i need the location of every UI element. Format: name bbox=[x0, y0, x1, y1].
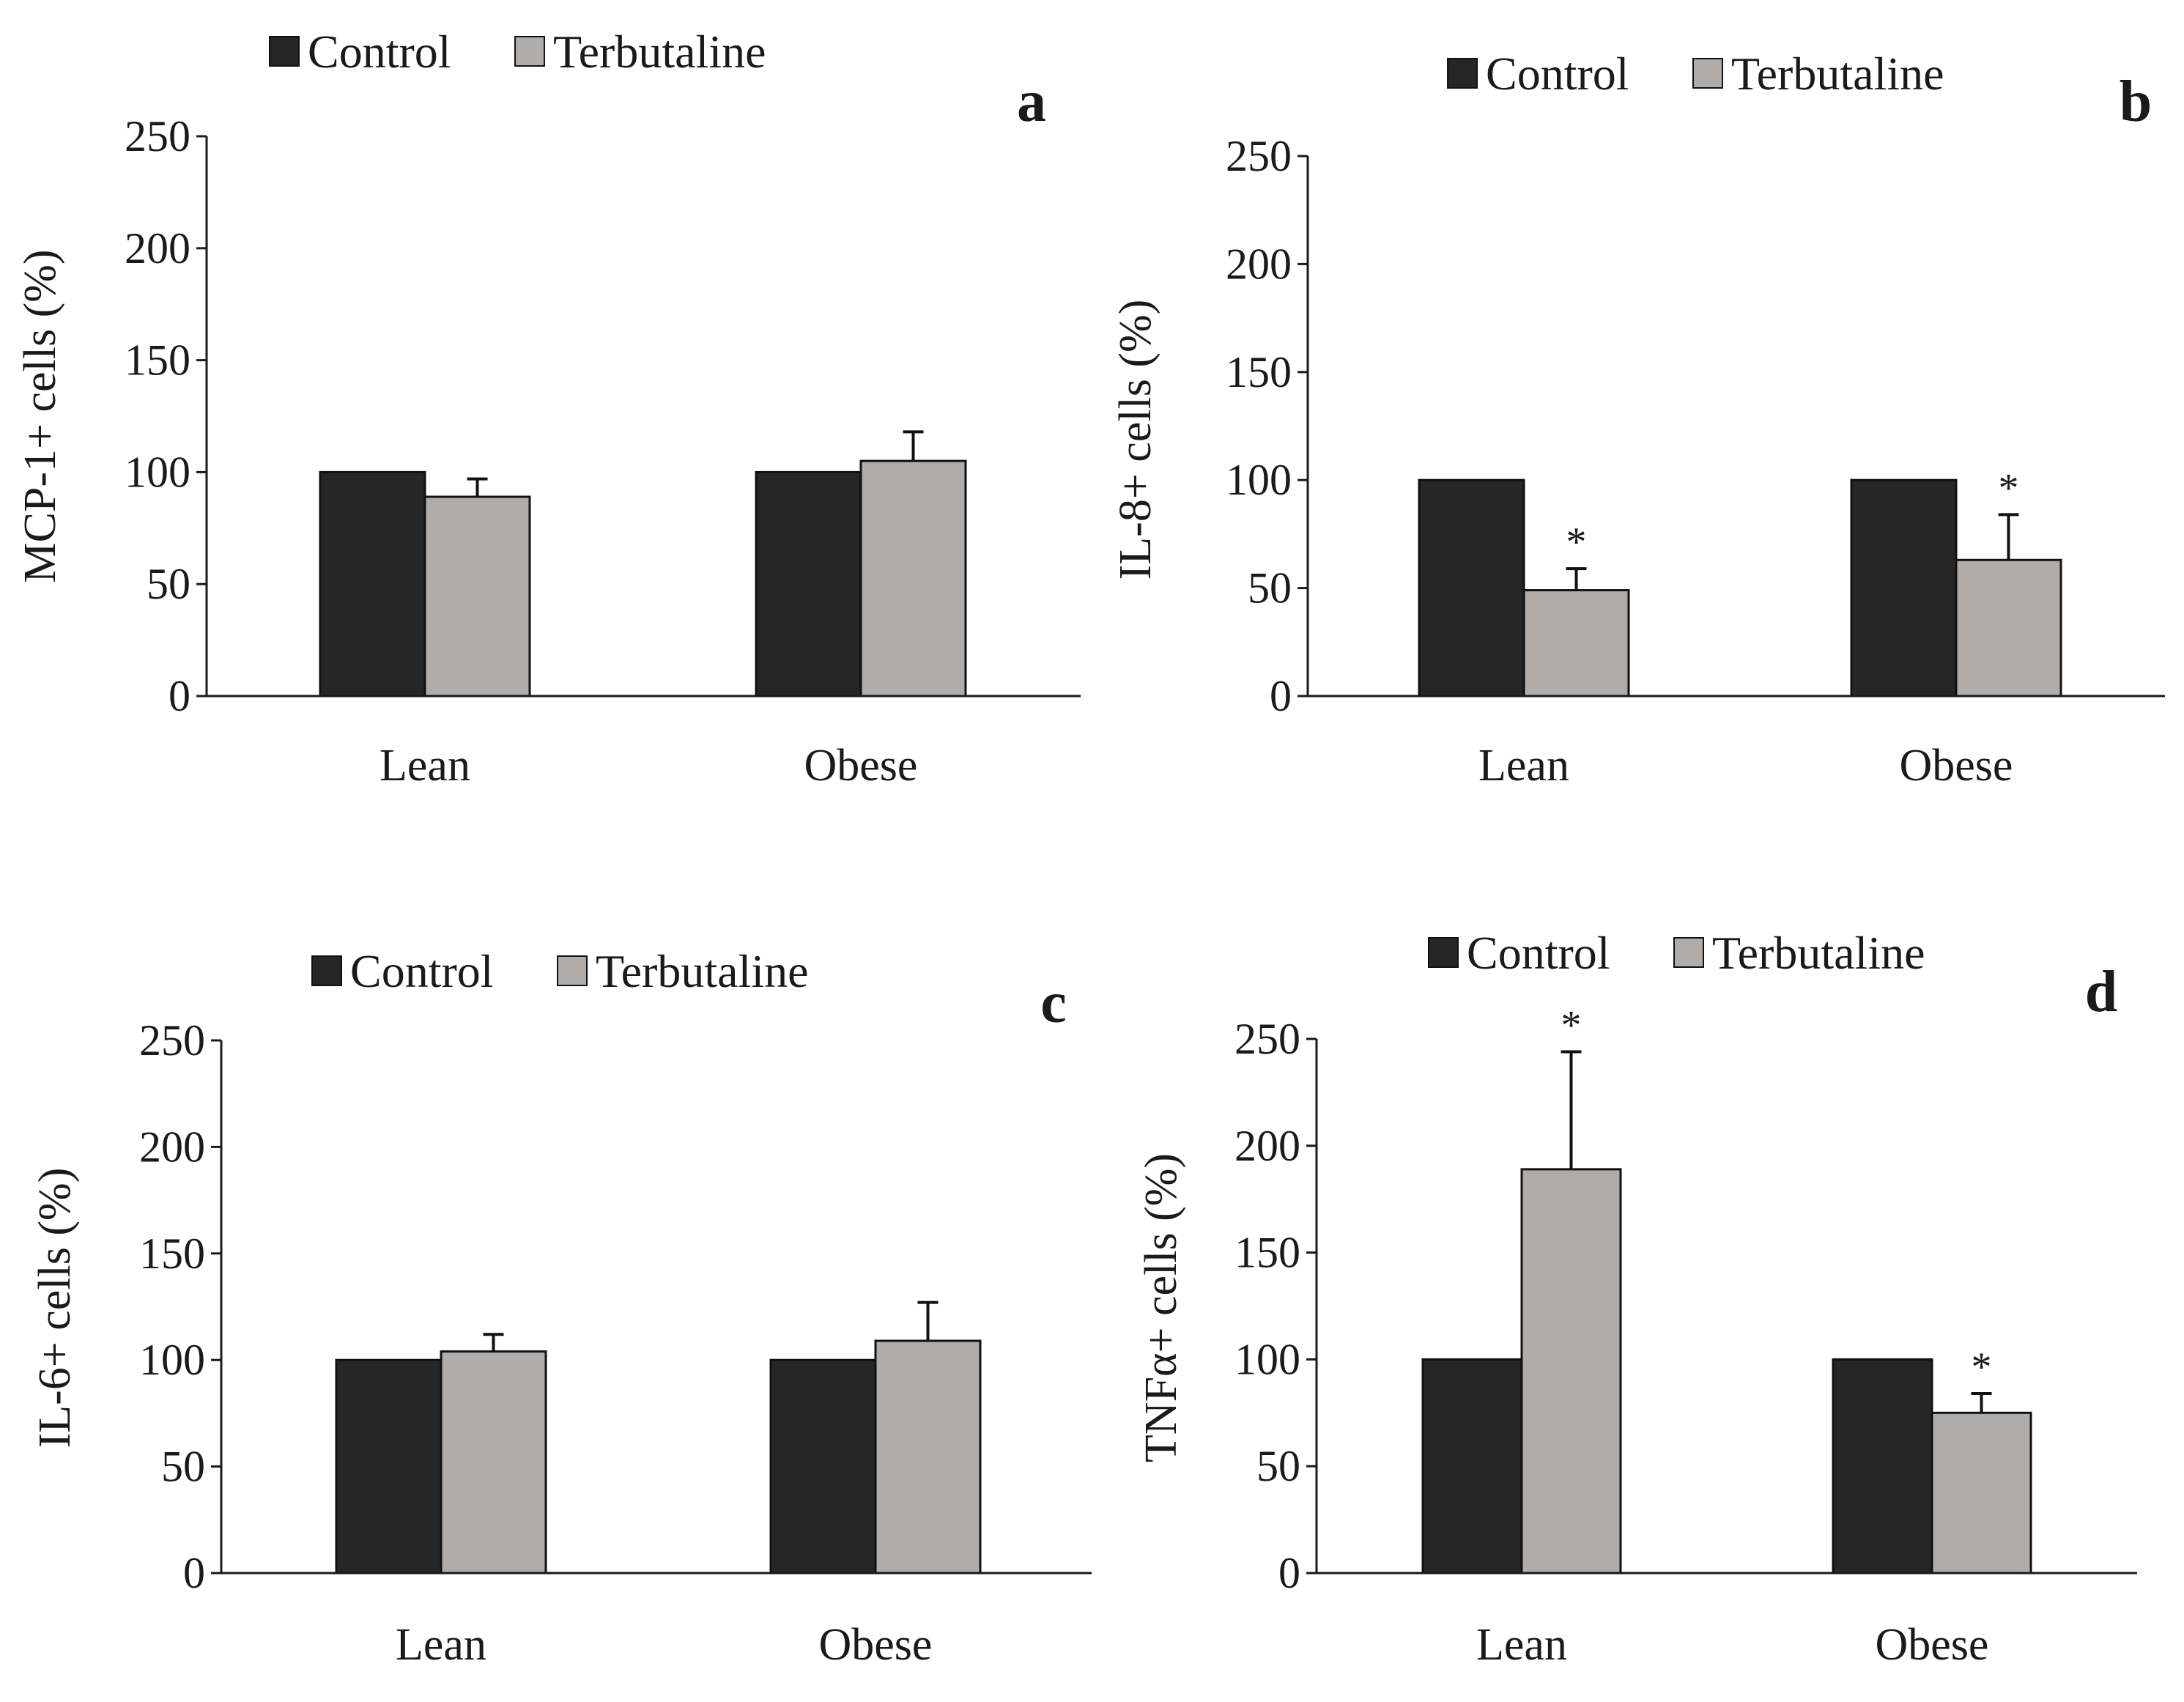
panel-a-ytick-label: 50 bbox=[147, 560, 190, 608]
panel-b-bar-obese-terbutaline bbox=[1955, 558, 2062, 698]
panel-c-bar-lean-control bbox=[335, 1358, 443, 1575]
panel-c-ytick-label: 0 bbox=[183, 1549, 205, 1597]
panel-b-significance-lean: * bbox=[1566, 519, 1587, 565]
panel-b-bar-obese-control bbox=[1850, 478, 1958, 698]
panel-a-bar-obese-control bbox=[755, 470, 862, 698]
panel-a-legend-swatch-control bbox=[269, 36, 300, 67]
panel-b-ytick-label: 250 bbox=[1226, 132, 1292, 180]
panel-b-bar-lean-control bbox=[1418, 478, 1525, 698]
panel-d-bar-obese-control bbox=[1832, 1358, 1933, 1575]
panel-a-category-label: Lean bbox=[380, 741, 470, 791]
panel-b-bar-lean-terbutaline bbox=[1522, 589, 1630, 698]
panel-c-ytick-label: 50 bbox=[161, 1443, 205, 1491]
panel-b-category-label: Lean bbox=[1478, 741, 1569, 791]
panel-b-letter: b bbox=[2120, 70, 2152, 134]
panel-d-ytick-label: 200 bbox=[1234, 1122, 1300, 1170]
panel-a-bar-lean-terbutaline bbox=[423, 495, 531, 698]
panel-d-legend-label-control: Control bbox=[1467, 927, 1610, 979]
panel-a-ytick-label: 0 bbox=[169, 672, 190, 720]
panel-a-legend-label-control: Control bbox=[308, 26, 451, 78]
panel-a-bar-lean-control bbox=[319, 470, 426, 698]
panel-c-legend-swatch-control bbox=[311, 955, 342, 986]
panel-c-category-label: Lean bbox=[396, 1620, 486, 1670]
panel-a-ytick-label: 150 bbox=[125, 336, 190, 385]
panel-d-ytick-label: 100 bbox=[1234, 1335, 1300, 1383]
panel-b: * Lean * Obese 0 50 100 150 200 250 IL-8+ cells (%… bbox=[1111, 48, 2165, 791]
panel-c-bar-obese-terbutaline bbox=[874, 1339, 982, 1575]
panel-d-legend: Control Terbutaline bbox=[1428, 927, 1925, 979]
panel-a-legend-swatch-terbutaline bbox=[514, 36, 545, 67]
panel-b-legend-swatch-control bbox=[1447, 58, 1478, 89]
panel-b-significance-obese: * bbox=[1999, 465, 2019, 511]
panel-a-ytick-label: 200 bbox=[125, 224, 190, 273]
panel-b-ytick-label: 50 bbox=[1248, 564, 1292, 613]
panel-c-bar-lean-terbutaline bbox=[440, 1350, 547, 1575]
panel-d-legend-swatch-terbutaline bbox=[1673, 937, 1704, 968]
panel-d-letter: d bbox=[2085, 960, 2118, 1024]
panel-d-y-axis-label: TNFα+ cells (%) bbox=[1136, 1153, 1186, 1462]
panel-c-ytick-label: 200 bbox=[139, 1122, 205, 1171]
panel-d-ytick-label: 250 bbox=[1234, 1015, 1300, 1063]
panel-c-legend-label-terbutaline: Terbutaline bbox=[596, 945, 809, 997]
panel-a-bar-obese-terbutaline bbox=[859, 459, 967, 698]
panel-b-ytick-label: 100 bbox=[1226, 456, 1292, 504]
panel-a-legend: Control Terbutaline bbox=[269, 26, 766, 78]
panel-c-letter: c bbox=[1040, 971, 1067, 1035]
panel-d-ytick-label: 50 bbox=[1256, 1442, 1300, 1490]
panel-c-legend-swatch-terbutaline bbox=[557, 955, 588, 986]
panel-b-ytick-label: 0 bbox=[1270, 672, 1292, 720]
panel-c-legend-label-control: Control bbox=[350, 945, 494, 997]
panel-c-y-axis-label: IL-6+ cells (%) bbox=[30, 1168, 80, 1448]
panel-c-bar-obese-control bbox=[769, 1358, 877, 1575]
panel-d-bar-lean-terbutaline bbox=[1520, 1168, 1622, 1575]
panel-b-legend-swatch-terbutaline bbox=[1692, 58, 1723, 89]
panel-d-legend-swatch-control bbox=[1428, 937, 1459, 968]
panel-d-bar-lean-control bbox=[1421, 1358, 1523, 1575]
panel-d-significance-obese: * bbox=[1972, 1344, 1992, 1390]
panel-a-category-label: Obese bbox=[804, 741, 918, 791]
panel-c-ytick-label: 100 bbox=[139, 1336, 205, 1384]
panel-a-ytick-label: 100 bbox=[125, 448, 190, 496]
panel-c-ytick-label: 150 bbox=[139, 1229, 205, 1278]
panel-d-category-label: Lean bbox=[1476, 1620, 1567, 1670]
panel-d-bar-obese-terbutaline bbox=[1931, 1411, 2032, 1575]
panel-b-category-label: Obese bbox=[1900, 741, 2013, 791]
panel-d-category-label: Obese bbox=[1876, 1620, 1989, 1670]
panel-a-ytick-label: 250 bbox=[125, 112, 190, 160]
panel-a: Lean Obese 0 50 100 150 200 250 MCP-1+ cells (%)… bbox=[15, 26, 1081, 791]
panel-d-ytick-label: 150 bbox=[1234, 1229, 1300, 1277]
panel-c-ytick-label: 250 bbox=[139, 1016, 205, 1065]
panel-a-legend-label-terbutaline: Terbutaline bbox=[553, 26, 766, 78]
panel-c-category-label: Obese bbox=[819, 1620, 933, 1670]
panel-d: * Lean * Obese 0 50 100 150 200 250 TNFα+ cells (%… bbox=[1136, 927, 2137, 1670]
panel-b-ytick-label: 150 bbox=[1226, 348, 1292, 396]
panel-b-legend-label-control: Control bbox=[1486, 48, 1629, 100]
panel-b-ytick-label: 200 bbox=[1226, 240, 1292, 288]
panel-a-letter: a bbox=[1017, 70, 1046, 134]
panel-c-legend: Control Terbutaline bbox=[311, 945, 809, 997]
panel-a-y-axis-label: MCP-1+ cells (%) bbox=[15, 249, 65, 582]
panel-d-legend-label-terbutaline: Terbutaline bbox=[1712, 927, 1925, 979]
panel-d-ytick-label: 0 bbox=[1278, 1549, 1300, 1597]
panel-c: Lean Obese 0 50 100 150 200 250 IL-6+ cells (%) C… bbox=[30, 945, 1092, 1670]
panel-d-significance-lean: * bbox=[1561, 1002, 1582, 1048]
panel-b-y-axis-label: IL-8+ cells (%) bbox=[1111, 300, 1161, 580]
panel-b-legend: Control Terbutaline bbox=[1447, 48, 1944, 100]
panel-b-legend-label-terbutaline: Terbutaline bbox=[1731, 48, 1944, 100]
